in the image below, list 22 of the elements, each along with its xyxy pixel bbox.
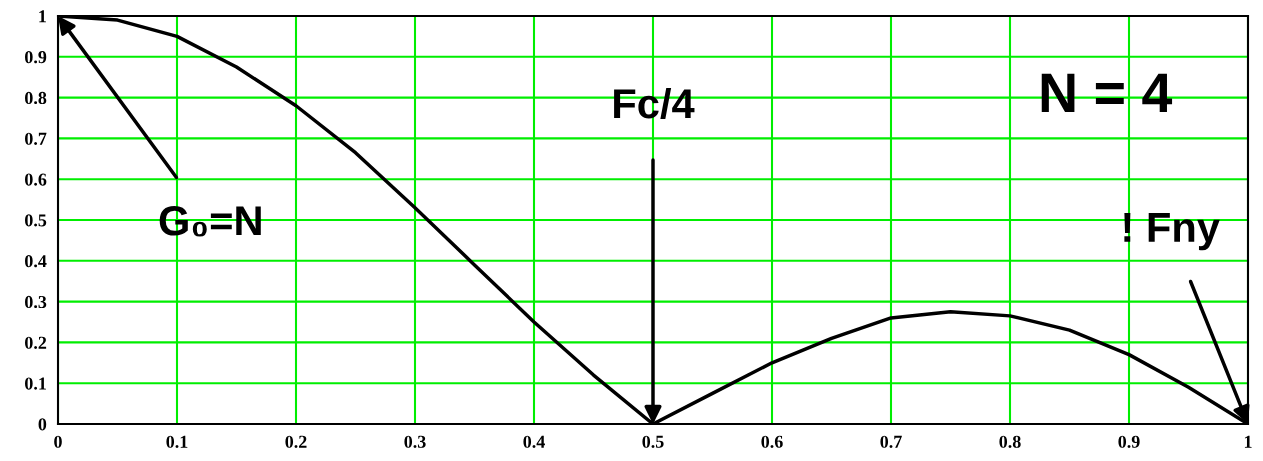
y-tick-label: 1 [39, 10, 46, 23]
y-tick-label: 0.6 [25, 173, 47, 186]
x-tick-label: 0.2 [285, 435, 307, 448]
y-tick-label: 0.3 [25, 295, 47, 309]
x-tick-label: 0 [54, 435, 62, 448]
x-tick-label: 0.4 [523, 435, 545, 448]
x-tick-label: 0.5 [642, 435, 664, 448]
y-tick-label: 0.7 [25, 132, 47, 145]
x-tick-label: 0.3 [404, 435, 426, 448]
x-tick-label: 0.9 [1118, 435, 1140, 448]
y-tick-label: 0 [38, 418, 47, 431]
x-tick-label: 0.7 [880, 435, 902, 448]
y-tick-label: 0.2 [25, 336, 47, 349]
y-tick-label: 0.4 [25, 255, 47, 268]
y-tick-label: 0.9 [25, 51, 47, 64]
y-tick-label: 0.5 [25, 214, 47, 227]
y-tick-label: 0.8 [25, 91, 47, 105]
y-tick-label: 0.1 [25, 377, 46, 390]
x-tick-label: 0.1 [166, 435, 188, 448]
x-tick-label: 0.8 [999, 435, 1021, 448]
x-tick-label: 0.6 [761, 435, 783, 448]
x-tick-label: 1 [1244, 435, 1252, 448]
